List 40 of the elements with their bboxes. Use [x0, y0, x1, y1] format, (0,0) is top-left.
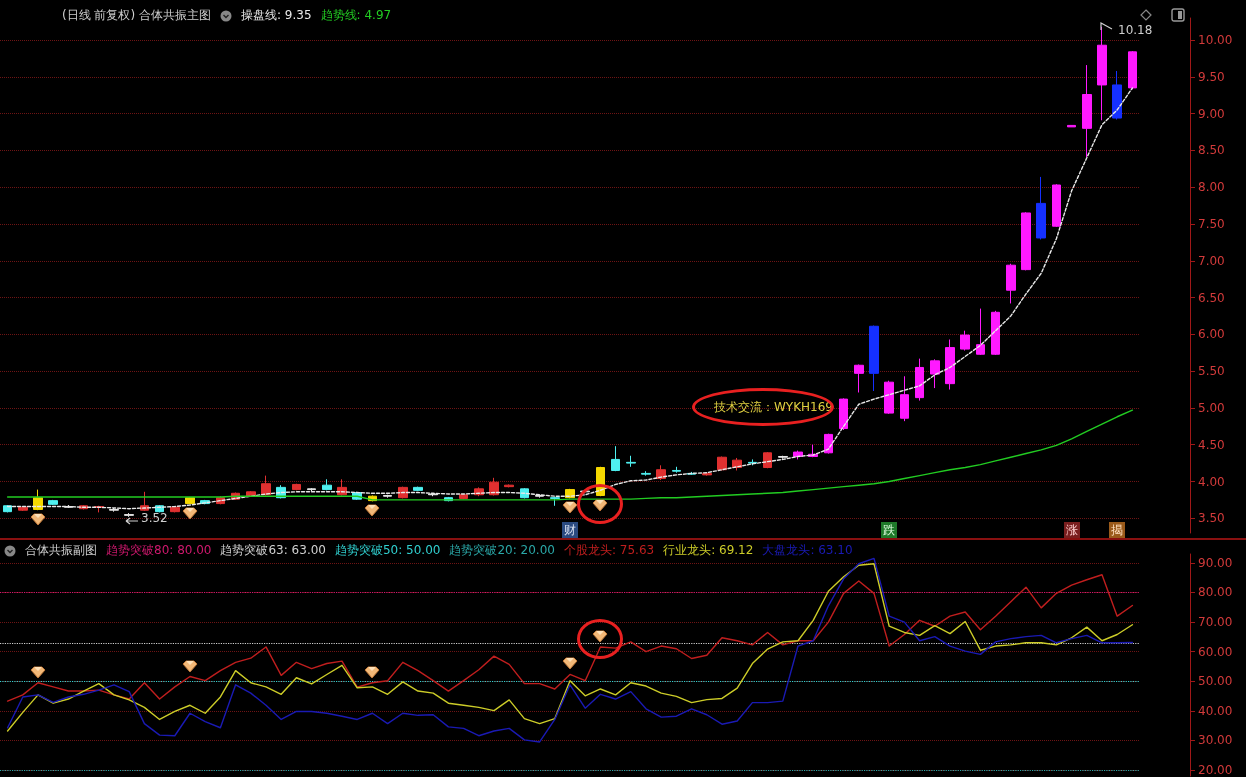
y-tick-label: 80.00 [1198, 585, 1233, 600]
y-tick-label: 4.00 [1198, 474, 1225, 489]
y-tick-label: 7.00 [1198, 253, 1225, 268]
text: 趋势线: 4.97 [320, 7, 392, 24]
y-tick-label: 3.50 [1198, 511, 1225, 526]
y-tick-label: 90.00 [1198, 555, 1233, 570]
annotation: 技术交流：WYKH169 [714, 400, 833, 414]
y-tick-label: 70.00 [1198, 615, 1233, 630]
ref-line-label: 趋势突破50: 50.00 [334, 542, 441, 559]
y-tick-label: 8.00 [1198, 180, 1225, 195]
y-tick-label: 4.50 [1198, 437, 1225, 452]
y-tick-label: 6.00 [1198, 327, 1225, 342]
y-tick-label: 10.00 [1198, 33, 1233, 48]
annotation: 涨 [1064, 522, 1080, 538]
text: 个股龙头: 75.63 [563, 542, 655, 559]
ref-line-label: 趋势突破80: 80.00 [106, 542, 212, 559]
text: 行业龙头: 69.12 [663, 542, 754, 559]
y-tick-label: 9.50 [1198, 69, 1225, 84]
y-tick-label: 50.00 [1198, 674, 1233, 689]
y-tick-label: 6.50 [1198, 290, 1225, 305]
y-tick-label: 40.00 [1198, 703, 1233, 718]
annotation: 3.52 [141, 511, 168, 525]
ref-line-label: 趋势突破20: 20.00 [449, 542, 555, 559]
annotation: 跌 [881, 522, 897, 538]
series-label: 大盘龙头: 63.10 [762, 542, 853, 559]
y-tick-label: 30.00 [1198, 733, 1233, 748]
y-tick-label: 5.50 [1198, 364, 1225, 379]
annotation: 财 [562, 522, 578, 538]
y-tick-label: 9.00 [1198, 106, 1225, 121]
y-tick-label: 5.00 [1198, 400, 1225, 415]
chart-title: 合体共振副图 [25, 542, 97, 559]
y-tick-label: 60.00 [1198, 644, 1233, 659]
y-tick-label: 20.00 [1198, 763, 1233, 777]
chart-title: (日线 前复权) 合体共振主图 [62, 7, 211, 24]
annotation: 10.18 [1118, 23, 1153, 37]
annotation: 揭 [1109, 522, 1125, 538]
ref-line-label: 趋势突破63: 63.00 [220, 542, 326, 559]
text: 操盘线: 9.35 [241, 7, 312, 24]
y-tick-label: 8.50 [1198, 143, 1225, 158]
y-tick-label: 7.50 [1198, 217, 1225, 231]
